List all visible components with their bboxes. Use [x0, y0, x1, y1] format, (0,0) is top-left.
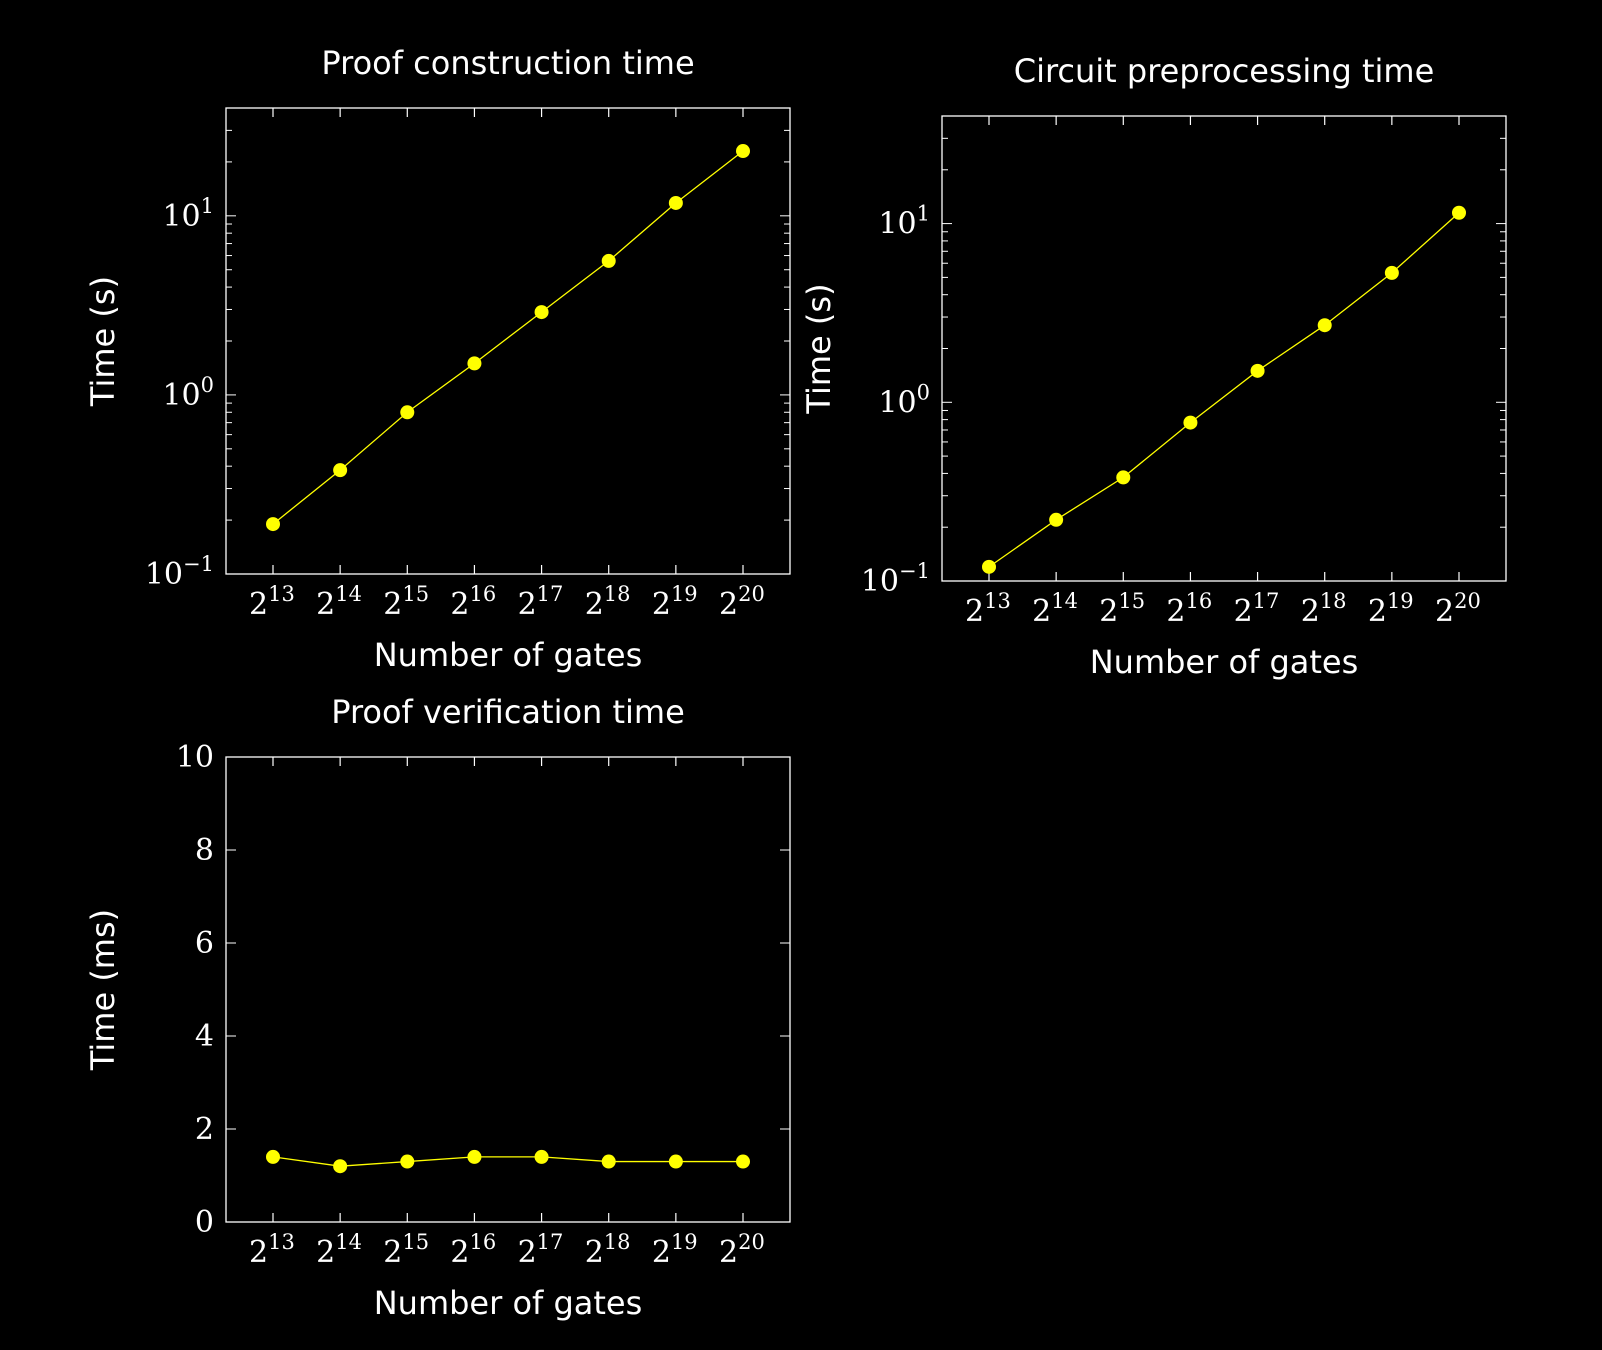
plot-frame [225, 756, 791, 1223]
data-point [1250, 363, 1265, 378]
series-line [272, 1156, 743, 1167]
chart-title: Proof verification time [331, 693, 685, 731]
data-point [1049, 512, 1064, 527]
chart-1: Proof construction time Number of gates Ti… [84, 44, 791, 674]
series-line [272, 150, 744, 525]
data-point [668, 195, 683, 210]
data-point [668, 1154, 683, 1169]
data-point [736, 144, 750, 159]
data-point [1452, 205, 1466, 220]
x-axis-label: Number of gates [374, 1284, 643, 1322]
data-point [266, 517, 280, 532]
data-point [333, 463, 348, 478]
y-axis-label: Time (s) [800, 283, 838, 414]
data-point [467, 1149, 482, 1164]
data-point [400, 1154, 415, 1169]
x-axis-label: Number of gates [374, 636, 643, 674]
data-point [333, 1159, 348, 1174]
x-tick-label: 213 [249, 582, 295, 622]
data-point [534, 305, 549, 320]
data-point [1116, 470, 1131, 485]
x-axis-label: Number of gates [1090, 643, 1359, 681]
y-tick-label: 8 [195, 833, 214, 868]
data-point [982, 559, 996, 574]
y-axis-label: Time (ms) [84, 909, 122, 1071]
data-point [601, 1154, 616, 1169]
chart-title: Circuit preprocessing time [1014, 52, 1435, 90]
data-point [266, 1149, 280, 1164]
y-tick-label: 0 [195, 1205, 214, 1240]
chart-title: Proof construction time [321, 44, 694, 82]
y-tick-label: 100 [162, 373, 214, 413]
data-point [1183, 415, 1198, 430]
data-point [400, 405, 415, 420]
data-point [534, 1149, 549, 1164]
y-tick-label: 100 [878, 380, 930, 420]
y-tick-label: 6 [195, 926, 214, 961]
data-point [736, 1154, 750, 1169]
x-tick-label: 213 [249, 1230, 295, 1270]
y-tick-label: 4 [195, 1019, 214, 1054]
y-tick-label: 10 [176, 740, 214, 775]
y-axis-label: Time (s) [84, 276, 122, 407]
data-point [467, 356, 482, 371]
x-tick-label: 217 [518, 582, 564, 622]
y-tick-label: 2 [195, 1112, 214, 1147]
series-line [988, 212, 1460, 568]
data-point [601, 253, 616, 268]
data-point [1317, 318, 1332, 333]
data-point [1384, 265, 1399, 280]
